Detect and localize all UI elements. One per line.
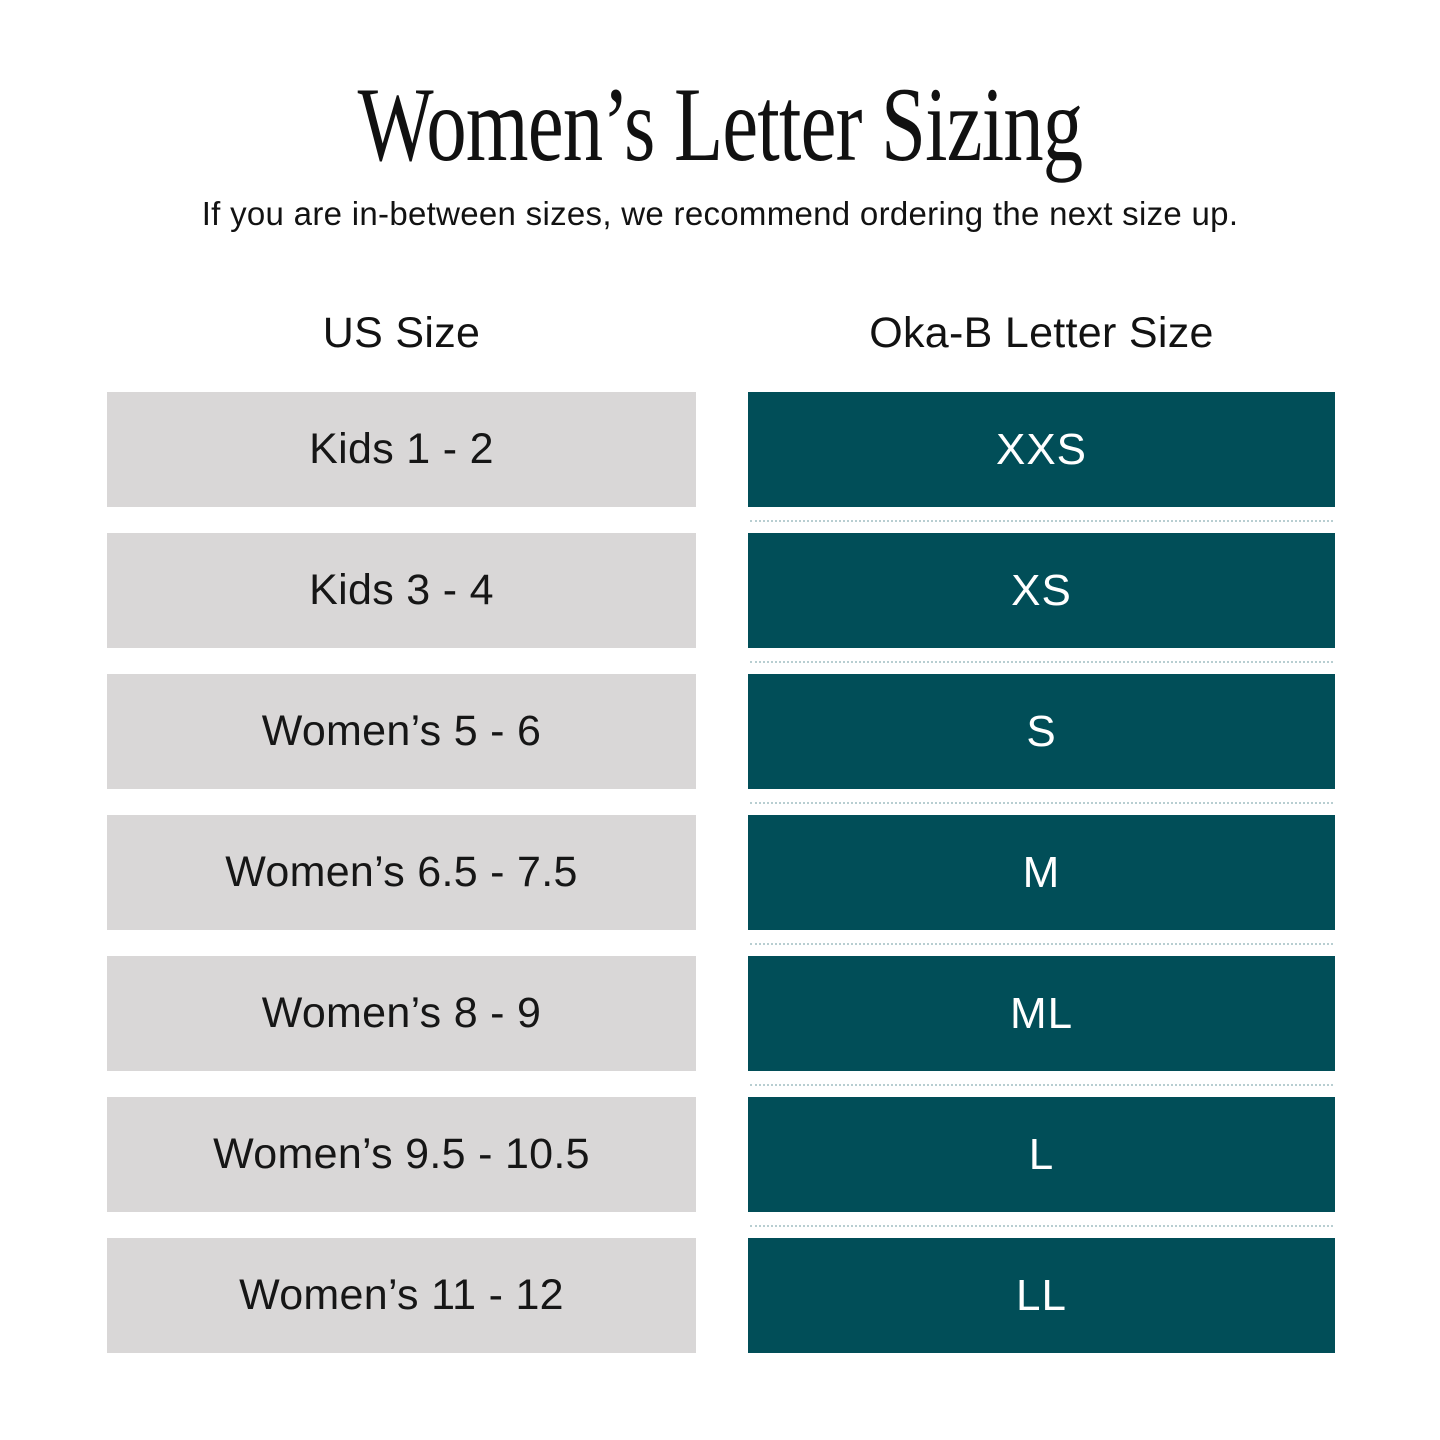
table-header-row: US Size Oka-B Letter Size bbox=[107, 312, 1335, 355]
letter-size-cell: LL bbox=[748, 1238, 1335, 1353]
page-title: Women’s Letter Sizing bbox=[357, 66, 1084, 183]
letter-size-cell: XXS bbox=[748, 392, 1335, 522]
letter-size-cell: S bbox=[748, 674, 1335, 804]
column-header-us-size: US Size bbox=[322, 309, 481, 357]
letter-size-cell: L bbox=[748, 1097, 1335, 1227]
us-size-cell: Women’s 6.5 - 7.5 bbox=[107, 815, 696, 930]
us-size-cell: Kids 3 - 4 bbox=[107, 533, 696, 648]
letter-size-cell: M bbox=[748, 815, 1335, 945]
column-header-letter-size: Oka-B Letter Size bbox=[869, 309, 1214, 357]
us-size-cell: Women’s 8 - 9 bbox=[107, 956, 696, 1071]
us-size-cell: Women’s 5 - 6 bbox=[107, 674, 696, 789]
letter-size-cell: XS bbox=[748, 533, 1335, 663]
us-size-cell: Women’s 9.5 - 10.5 bbox=[107, 1097, 696, 1212]
letter-size-cell: ML bbox=[748, 956, 1335, 1086]
page-subtitle: If you are in-between sizes, we recommen… bbox=[201, 195, 1239, 232]
us-size-cell: Kids 1 - 2 bbox=[107, 392, 696, 507]
us-size-cell: Women’s 11 - 12 bbox=[107, 1238, 696, 1353]
